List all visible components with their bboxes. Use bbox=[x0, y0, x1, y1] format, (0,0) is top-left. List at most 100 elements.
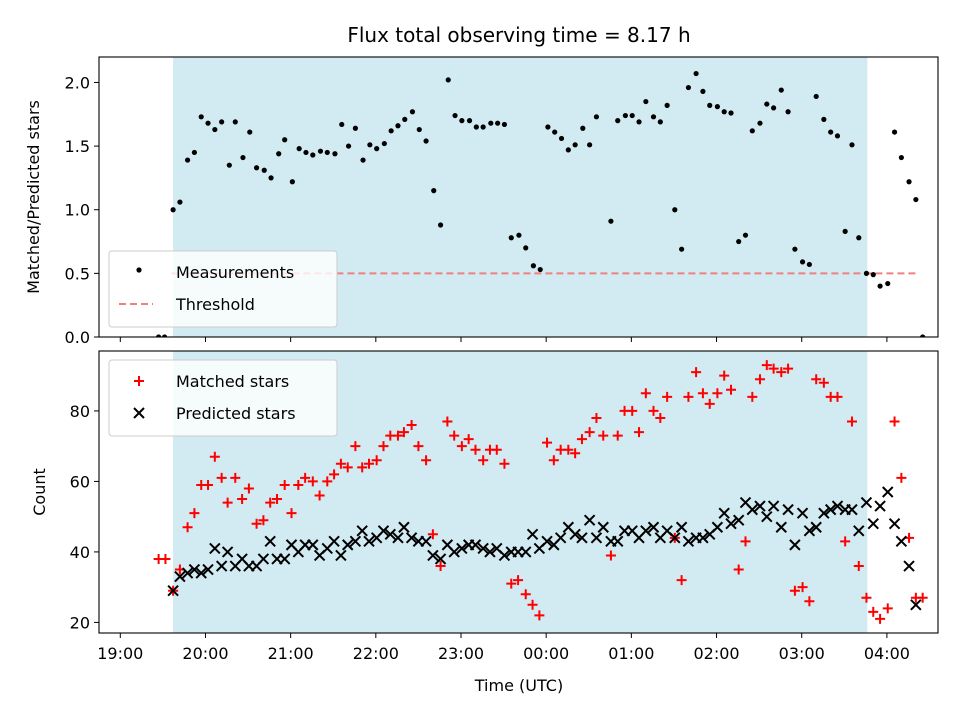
data-point bbox=[480, 124, 486, 130]
data-point bbox=[648, 405, 659, 416]
data-point bbox=[650, 114, 657, 120]
data-point bbox=[736, 238, 742, 245]
data-point bbox=[707, 102, 713, 108]
data-point bbox=[605, 550, 616, 561]
data-point bbox=[371, 455, 382, 466]
data-point bbox=[761, 510, 773, 523]
data-point bbox=[840, 536, 851, 547]
data-point bbox=[712, 388, 723, 399]
data-point bbox=[896, 472, 907, 483]
data-point bbox=[322, 476, 333, 487]
data-point bbox=[655, 412, 666, 423]
data-point bbox=[232, 119, 238, 125]
data-point bbox=[771, 105, 777, 111]
data-point bbox=[332, 151, 338, 157]
plot-area bbox=[156, 70, 926, 337]
data-point bbox=[746, 503, 759, 516]
data-point bbox=[591, 412, 602, 423]
data-point bbox=[463, 434, 474, 445]
legend-label: Threshold bbox=[175, 295, 255, 314]
x-tick-label: 21:00 bbox=[268, 644, 314, 663]
data-point bbox=[209, 451, 220, 462]
data-point bbox=[572, 142, 578, 148]
data-point bbox=[352, 125, 358, 131]
data-point bbox=[307, 476, 318, 487]
data-point bbox=[293, 479, 304, 490]
data-point bbox=[834, 133, 841, 139]
data-point bbox=[350, 441, 361, 452]
data-point bbox=[818, 507, 830, 519]
data-point bbox=[265, 497, 276, 508]
data-point bbox=[339, 121, 345, 128]
data-point bbox=[775, 521, 787, 533]
data-point bbox=[832, 391, 843, 402]
data-point bbox=[583, 514, 596, 526]
data-point bbox=[349, 535, 362, 548]
data-point bbox=[679, 246, 685, 252]
data-point bbox=[615, 118, 621, 124]
data-point bbox=[195, 567, 207, 579]
x-tick-label: 00:00 bbox=[523, 644, 569, 663]
data-point bbox=[317, 148, 324, 154]
data-point bbox=[821, 116, 827, 122]
data-point bbox=[725, 518, 737, 530]
data-point bbox=[520, 546, 532, 558]
data-point bbox=[282, 137, 288, 143]
data-point bbox=[693, 70, 699, 77]
data-point bbox=[782, 503, 794, 516]
data-point bbox=[757, 120, 763, 126]
data-point bbox=[413, 441, 424, 452]
data-point bbox=[161, 334, 168, 337]
data-point bbox=[296, 146, 302, 152]
data-point bbox=[314, 490, 325, 501]
data-point bbox=[520, 589, 531, 600]
data-point bbox=[598, 430, 609, 441]
data-point bbox=[191, 149, 197, 156]
data-point bbox=[675, 521, 688, 533]
x-tick-label: 22:00 bbox=[353, 644, 399, 663]
data-point bbox=[898, 154, 904, 161]
data-point bbox=[697, 532, 709, 544]
top-y-axis-label: Matched/Predicted stars bbox=[24, 100, 43, 294]
data-point bbox=[685, 84, 692, 91]
data-point bbox=[364, 458, 375, 469]
legend-marker bbox=[133, 407, 145, 419]
data-point bbox=[300, 472, 311, 483]
data-point bbox=[484, 546, 496, 558]
x-tick-label: 23:00 bbox=[438, 644, 484, 663]
data-point bbox=[335, 458, 346, 469]
data-point bbox=[253, 165, 260, 171]
data-point bbox=[473, 124, 479, 130]
data-point bbox=[640, 388, 651, 399]
bottom-y-axis-label: Count bbox=[30, 468, 49, 516]
data-point bbox=[258, 515, 269, 526]
data-point bbox=[726, 384, 737, 395]
data-point bbox=[222, 497, 233, 508]
data-point bbox=[754, 500, 766, 512]
legend-label: Measurements bbox=[176, 263, 294, 282]
data-point bbox=[627, 405, 638, 416]
data-point bbox=[360, 157, 366, 163]
data-point bbox=[608, 218, 614, 224]
data-point bbox=[221, 546, 234, 558]
data-point bbox=[558, 135, 565, 142]
y-tick-label: 40 bbox=[70, 543, 90, 562]
data-point bbox=[398, 521, 410, 533]
data-point bbox=[548, 455, 559, 466]
data-point bbox=[682, 535, 695, 548]
legend: Matched stars Predicted stars bbox=[108, 359, 338, 437]
data-point bbox=[669, 532, 681, 544]
data-point bbox=[676, 575, 687, 586]
data-point bbox=[230, 472, 241, 483]
data-point bbox=[478, 455, 489, 466]
data-point bbox=[527, 599, 538, 610]
data-point bbox=[831, 500, 844, 512]
data-point bbox=[328, 535, 340, 548]
data-point bbox=[402, 116, 408, 122]
data-point bbox=[405, 532, 418, 544]
data-point bbox=[563, 444, 574, 455]
data-point bbox=[466, 118, 473, 124]
data-point bbox=[868, 606, 879, 617]
data-point bbox=[495, 120, 501, 126]
data-point bbox=[580, 125, 586, 131]
